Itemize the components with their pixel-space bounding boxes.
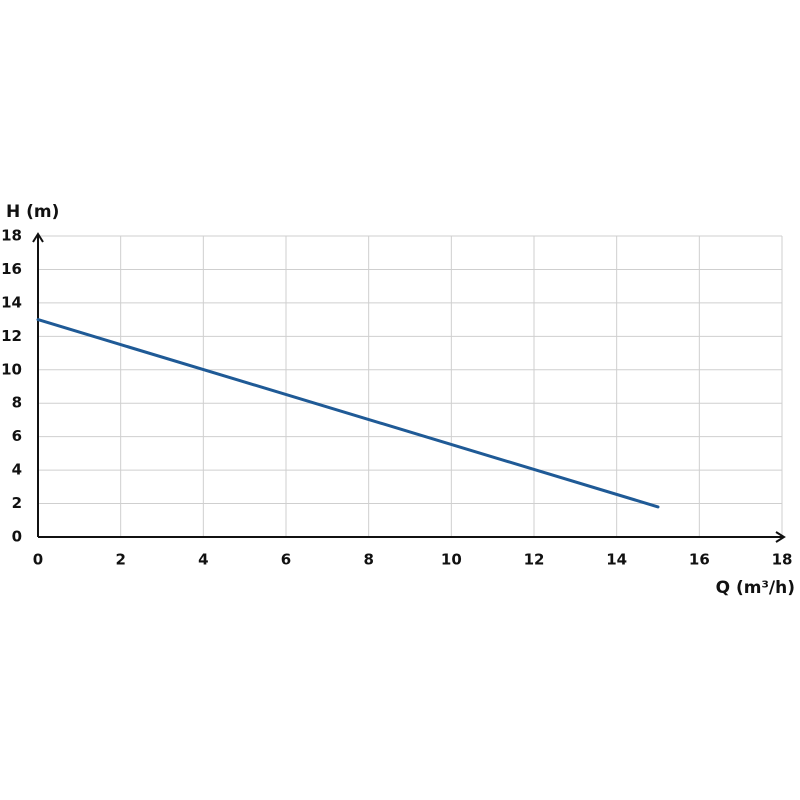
x-tick-label: 2 — [115, 551, 125, 569]
y-tick-label: 16 — [1, 260, 22, 278]
y-axis-arrow — [32, 232, 44, 243]
y-tick-label: 0 — [12, 528, 22, 546]
x-tick-label: 16 — [689, 551, 710, 569]
y-axis-label: H (m) — [6, 202, 59, 222]
x-tick-label: 18 — [772, 551, 793, 569]
x-tick-label: 8 — [363, 551, 373, 569]
y-tick-label: 2 — [12, 494, 22, 512]
y-tick-label: 14 — [1, 293, 22, 311]
y-tick-label: 12 — [1, 327, 22, 345]
y-tick-label: 4 — [12, 461, 22, 479]
y-tick-label: 6 — [12, 427, 22, 445]
x-tick-label: 0 — [33, 551, 43, 569]
x-tick-label: 10 — [441, 551, 462, 569]
y-tick-label: 8 — [12, 394, 22, 412]
data-line — [36, 318, 660, 509]
x-axis-label: Q (m³/h) — [716, 578, 795, 598]
x-tick-label: 12 — [524, 551, 545, 569]
x-tick-label: 14 — [606, 551, 627, 569]
x-axis-arrow — [775, 531, 786, 543]
x-tick-label: 6 — [281, 551, 291, 569]
y-tick-label: 10 — [1, 360, 22, 378]
x-tick-label: 4 — [198, 551, 208, 569]
y-tick-label: 18 — [1, 227, 22, 245]
